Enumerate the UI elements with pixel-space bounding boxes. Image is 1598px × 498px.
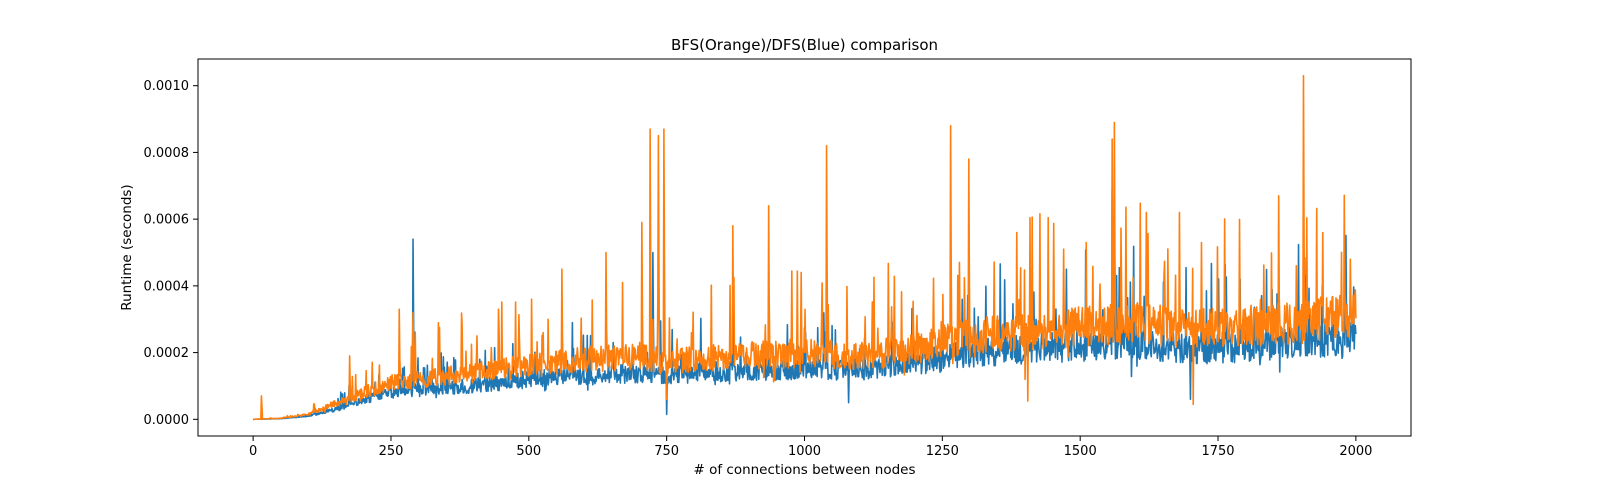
x-tick-label: 1000 xyxy=(788,444,821,459)
x-tick-label: 1500 xyxy=(1064,444,1097,459)
series-line-blue xyxy=(252,188,1357,421)
y-tick-label: 0.0002 xyxy=(144,346,190,361)
y-tick-label: 0.0010 xyxy=(144,79,190,94)
x-axis: 0 250 500 750 1000 1250 1500 1750 2000 xyxy=(249,436,1372,459)
y-axis: 0.0000 0.0002 0.0004 0.0006 0.0008 0.0010 xyxy=(144,79,198,428)
chart-title: BFS(Orange)/DFS(Blue) comparison xyxy=(671,36,938,54)
series-layer xyxy=(252,74,1357,421)
y-tick-label: 0.0008 xyxy=(144,146,190,161)
x-tick-label: 750 xyxy=(654,444,679,459)
x-axis-title: # of connections between nodes xyxy=(693,462,915,478)
x-tick-label: 250 xyxy=(379,444,404,459)
x-tick-label: 1750 xyxy=(1201,444,1234,459)
series-line-orange xyxy=(252,74,1357,421)
x-tick-label: 2000 xyxy=(1339,444,1372,459)
y-tick-label: 0.0000 xyxy=(144,413,190,428)
x-tick-label: 0 xyxy=(249,444,257,459)
y-tick-label: 0.0006 xyxy=(144,213,190,228)
y-tick-label: 0.0004 xyxy=(144,279,190,294)
x-tick-label: 500 xyxy=(516,444,541,459)
y-axis-title: Runtime (seconds) xyxy=(119,184,135,310)
x-tick-label: 1250 xyxy=(926,444,959,459)
